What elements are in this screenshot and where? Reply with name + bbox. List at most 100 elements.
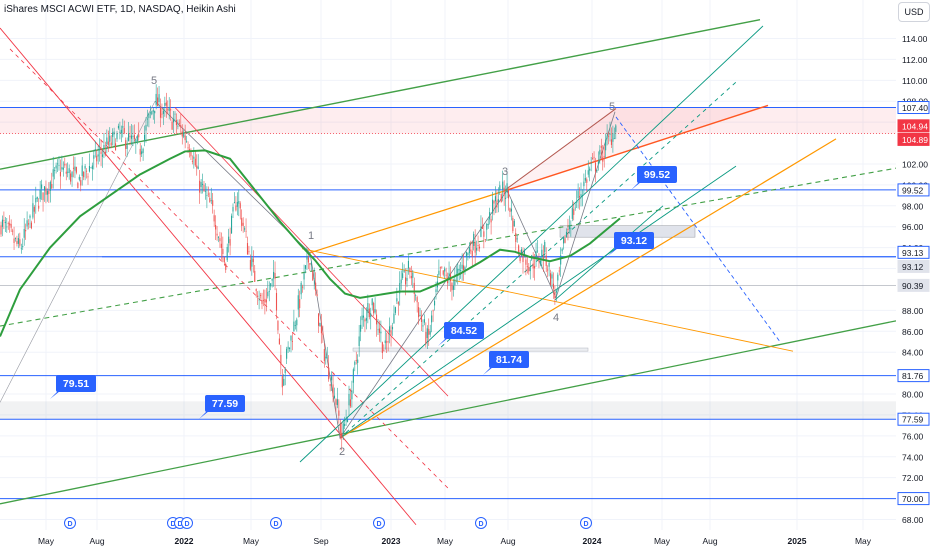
dividend-marker-circle (181, 517, 193, 529)
candle-body (57, 163, 59, 165)
candle-body (65, 171, 67, 174)
candle-body (532, 263, 534, 269)
callout-label: 81.74 (496, 354, 522, 366)
callout-pointer (199, 411, 209, 419)
candle-body (338, 410, 340, 416)
support-zone (0, 401, 896, 420)
candle-body (101, 154, 104, 157)
candle-body (568, 226, 570, 230)
orange-line (301, 248, 794, 352)
candle-body (183, 132, 185, 137)
candle-body (54, 170, 56, 171)
candle-body (293, 321, 295, 332)
candle-body (389, 326, 391, 333)
candle-body (281, 376, 283, 388)
candle-body (483, 231, 485, 237)
candle-body (312, 271, 314, 281)
candle-body (284, 369, 286, 374)
dividend-marker: D (64, 517, 76, 529)
candle-body (10, 224, 12, 228)
candle-body (367, 303, 369, 314)
candle-body (339, 423, 341, 433)
candle-body (249, 259, 251, 270)
candle-body (557, 274, 559, 281)
candle-body (394, 307, 396, 313)
candle-body (28, 223, 30, 225)
candle-body (309, 263, 311, 265)
chart-title: iShares MSCI ACWI ETF, 1D, NASDAQ, Heiki… (4, 4, 236, 15)
candle-body (434, 300, 436, 306)
price-tick-label: 68.00 (902, 515, 924, 525)
candle-body (487, 223, 489, 226)
time-tick-label: May (437, 536, 454, 546)
candle-body (510, 208, 512, 212)
candle-body (345, 420, 347, 422)
price-callout: 93.12 (608, 232, 654, 256)
candle-body (589, 168, 591, 171)
dividend-marker: D (373, 517, 385, 529)
green-channel-top (0, 18, 761, 170)
candle-body (319, 322, 321, 327)
candle-body (141, 151, 143, 155)
candle-body (541, 249, 543, 258)
candle-body (255, 289, 257, 292)
candle-body (191, 160, 193, 162)
currency-button[interactable]: USD (898, 2, 930, 22)
candle-body (228, 236, 230, 244)
candle-body (415, 295, 417, 297)
candle-body (368, 308, 370, 318)
candle-body (74, 166, 76, 171)
candle-body (328, 367, 330, 380)
price-axis[interactable]: 114.00112.00110.00108.00106.00102.00100.… (896, 0, 932, 550)
candle-body (167, 109, 169, 111)
candle-body (306, 256, 308, 260)
price-axis-label-box (897, 259, 930, 273)
candle-body (61, 167, 63, 170)
candle-body (30, 222, 32, 229)
candle-body (12, 230, 14, 232)
wave-label: 5 (609, 101, 615, 113)
candle-body (374, 309, 376, 313)
time-axis[interactable]: May Aug 2022 May Sep 2023 May Aug 2024 May Aug 2025… (0, 530, 896, 550)
candle-body (547, 269, 549, 271)
candle-body (129, 135, 131, 138)
candle-body (428, 328, 430, 335)
candle-body (302, 286, 304, 288)
projection-path (615, 116, 781, 343)
candle-body (231, 215, 233, 234)
candle-body (612, 133, 614, 142)
candle-body (110, 142, 112, 146)
candle-body (364, 319, 366, 322)
candle-body (113, 131, 115, 135)
price-tick-label: 96.00 (902, 222, 924, 232)
candle-body (277, 320, 279, 331)
candle-body (152, 110, 154, 112)
candle-body (515, 233, 517, 242)
candle-body (304, 265, 307, 269)
candle-body (357, 359, 359, 363)
candle-body (470, 249, 472, 252)
candle-body (474, 241, 476, 253)
candle-body (257, 295, 259, 297)
candle-body (567, 228, 569, 231)
candle-body (107, 141, 109, 145)
candle-body (536, 250, 539, 252)
candle-body (525, 259, 527, 265)
candle-body (213, 215, 215, 222)
candle-body (194, 158, 196, 166)
candle-body (418, 307, 420, 318)
candle-body (331, 376, 333, 381)
candle-body (190, 151, 192, 157)
candle-body (29, 215, 31, 218)
candle-body (244, 228, 246, 230)
candle-body (481, 226, 483, 229)
candle-body (271, 278, 273, 281)
candle-body (594, 162, 597, 172)
candle-body (606, 135, 608, 139)
candle-body (333, 395, 336, 399)
price-axis-label: 81.76 (902, 371, 924, 381)
price-axis-label: 77.59 (902, 415, 924, 425)
candle-body (149, 112, 151, 114)
candle-body (112, 132, 114, 137)
